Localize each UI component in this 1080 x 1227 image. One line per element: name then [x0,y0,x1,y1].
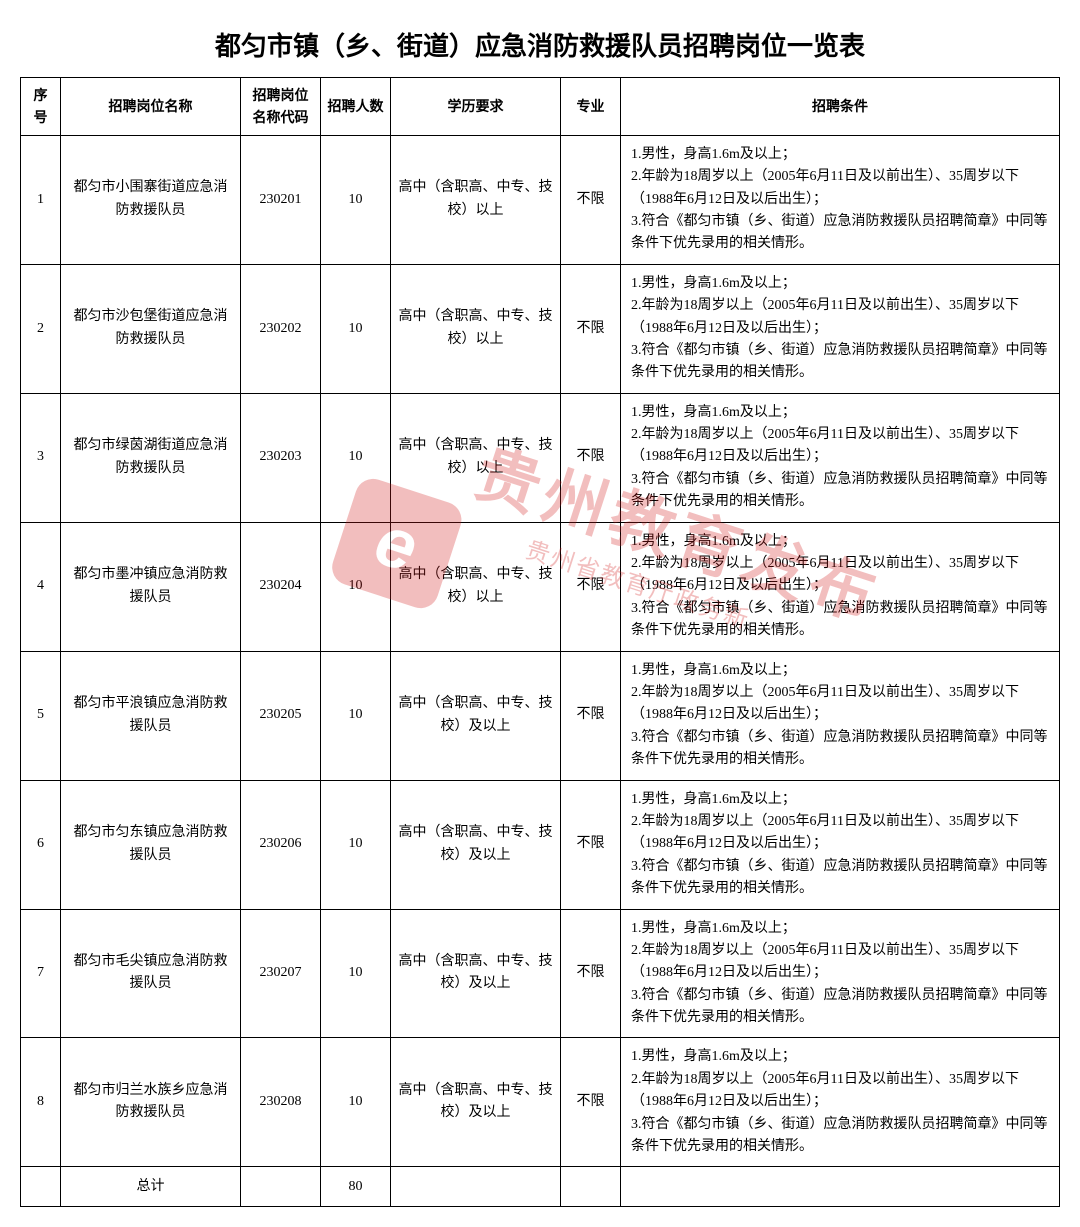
cell-name: 都匀市毛尖镇应急消防救援队员 [61,909,241,1038]
cell-edu: 高中（含职高、中专、技校）及以上 [391,909,561,1038]
cell-idx [21,1167,61,1207]
cell-idx: 8 [21,1038,61,1167]
page-title: 都匀市镇（乡、街道）应急消防救援队员招聘岗位一览表 [20,26,1060,63]
cell-major: 不限 [561,264,621,393]
table-row: 1都匀市小围寨街道应急消防救援队员23020110高中（含职高、中专、技校）以上… [21,135,1060,264]
cell-count: 10 [321,135,391,264]
cell-idx: 2 [21,264,61,393]
cell-count: 10 [321,1038,391,1167]
cell-req: 1.男性，身高1.6m及以上；2.年龄为18周岁以上（2005年6月11日及以前… [621,780,1060,909]
cell-edu: 高中（含职高、中专、技校）及以上 [391,1038,561,1167]
cell-idx: 5 [21,651,61,780]
cell-count: 10 [321,264,391,393]
cell-idx: 3 [21,393,61,522]
cell-edu: 高中（含职高、中专、技校）及以上 [391,780,561,909]
cell-major: 不限 [561,1038,621,1167]
cell-major: 不限 [561,135,621,264]
cell-code: 230203 [241,393,321,522]
cell-code: 230204 [241,522,321,651]
cell-count: 10 [321,522,391,651]
cell-code: 230201 [241,135,321,264]
cell-req: 1.男性，身高1.6m及以上；2.年龄为18周岁以上（2005年6月11日及以前… [621,264,1060,393]
col-edu: 学历要求 [391,78,561,136]
table-row: 7都匀市毛尖镇应急消防救援队员23020710高中（含职高、中专、技校）及以上不… [21,909,1060,1038]
col-name: 招聘岗位名称 [61,78,241,136]
cell-code: 230205 [241,651,321,780]
cell-major: 不限 [561,651,621,780]
table-total-row: 总计 80 [21,1167,1060,1207]
cell-edu [391,1167,561,1207]
cell-req: 1.男性，身高1.6m及以上；2.年龄为18周岁以上（2005年6月11日及以前… [621,1038,1060,1167]
cell-name: 都匀市墨冲镇应急消防救援队员 [61,522,241,651]
cell-major: 不限 [561,393,621,522]
cell-code: 230206 [241,780,321,909]
cell-count: 10 [321,909,391,1038]
table-row: 8都匀市归兰水族乡应急消防救援队员23020810高中（含职高、中专、技校）及以… [21,1038,1060,1167]
col-req: 招聘条件 [621,78,1060,136]
cell-major: 不限 [561,909,621,1038]
cell-edu: 高中（含职高、中专、技校）及以上 [391,651,561,780]
cell-edu: 高中（含职高、中专、技校）以上 [391,393,561,522]
col-idx: 序号 [21,78,61,136]
cell-count: 10 [321,393,391,522]
table-row: 4都匀市墨冲镇应急消防救援队员23020410高中（含职高、中专、技校）以上不限… [21,522,1060,651]
table-body: 1都匀市小围寨街道应急消防救援队员23020110高中（含职高、中专、技校）以上… [21,135,1060,1207]
cell-name: 都匀市沙包堡街道应急消防救援队员 [61,264,241,393]
col-code: 招聘岗位名称代码 [241,78,321,136]
cell-idx: 4 [21,522,61,651]
cell-idx: 6 [21,780,61,909]
cell-name: 都匀市小围寨街道应急消防救援队员 [61,135,241,264]
table-row: 5都匀市平浪镇应急消防救援队员23020510高中（含职高、中专、技校）及以上不… [21,651,1060,780]
table-row: 6都匀市匀东镇应急消防救援队员23020610高中（含职高、中专、技校）及以上不… [21,780,1060,909]
cell-edu: 高中（含职高、中专、技校）以上 [391,522,561,651]
cell-req: 1.男性，身高1.6m及以上；2.年龄为18周岁以上（2005年6月11日及以前… [621,522,1060,651]
cell-major [561,1167,621,1207]
col-major: 专业 [561,78,621,136]
cell-name: 都匀市归兰水族乡应急消防救援队员 [61,1038,241,1167]
cell-name: 都匀市匀东镇应急消防救援队员 [61,780,241,909]
cell-major: 不限 [561,522,621,651]
cell-code: 230207 [241,909,321,1038]
cell-total-count: 80 [321,1167,391,1207]
cell-req: 1.男性，身高1.6m及以上；2.年龄为18周岁以上（2005年6月11日及以前… [621,135,1060,264]
cell-req [621,1167,1060,1207]
table-header-row: 序号 招聘岗位名称 招聘岗位名称代码 招聘人数 学历要求 专业 招聘条件 [21,78,1060,136]
cell-total-label: 总计 [61,1167,241,1207]
cell-code [241,1167,321,1207]
cell-idx: 7 [21,909,61,1038]
cell-req: 1.男性，身高1.6m及以上；2.年龄为18周岁以上（2005年6月11日及以前… [621,651,1060,780]
cell-edu: 高中（含职高、中专、技校）以上 [391,264,561,393]
cell-req: 1.男性，身高1.6m及以上；2.年龄为18周岁以上（2005年6月11日及以前… [621,909,1060,1038]
cell-name: 都匀市绿茵湖街道应急消防救援队员 [61,393,241,522]
table-row: 2都匀市沙包堡街道应急消防救援队员23020210高中（含职高、中专、技校）以上… [21,264,1060,393]
cell-major: 不限 [561,780,621,909]
cell-code: 230202 [241,264,321,393]
cell-idx: 1 [21,135,61,264]
cell-edu: 高中（含职高、中专、技校）以上 [391,135,561,264]
table-row: 3都匀市绿茵湖街道应急消防救援队员23020310高中（含职高、中专、技校）以上… [21,393,1060,522]
cell-count: 10 [321,780,391,909]
cell-req: 1.男性，身高1.6m及以上；2.年龄为18周岁以上（2005年6月11日及以前… [621,393,1060,522]
cell-code: 230208 [241,1038,321,1167]
cell-count: 10 [321,651,391,780]
positions-table: 序号 招聘岗位名称 招聘岗位名称代码 招聘人数 学历要求 专业 招聘条件 1都匀… [20,77,1060,1207]
col-count: 招聘人数 [321,78,391,136]
cell-name: 都匀市平浪镇应急消防救援队员 [61,651,241,780]
